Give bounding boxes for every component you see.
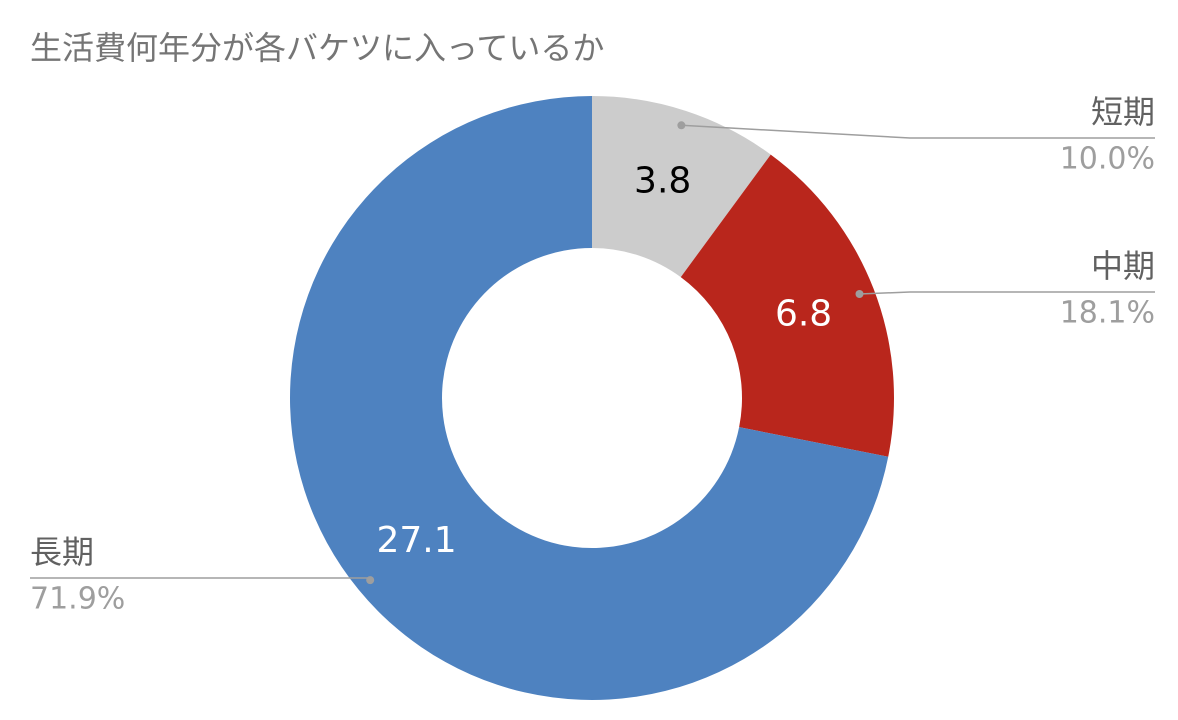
donut-slice: [680, 154, 894, 457]
donut-slice: [289, 96, 889, 700]
category-label: 長期: [30, 533, 94, 571]
leader-line: [681, 124, 1155, 139]
leader-line: [859, 291, 1155, 295]
leader-line: [30, 577, 371, 581]
category-label: 短期: [1091, 93, 1155, 131]
category-label: 中期: [1091, 247, 1155, 285]
percent-label: 18.1%: [1060, 296, 1155, 331]
value-label: 27.1: [376, 520, 456, 561]
percent-label: 10.0%: [1060, 142, 1155, 177]
value-label: 6.8: [775, 294, 832, 335]
chart-title: 生活費何年分が各バケツに入っているか: [30, 29, 604, 67]
value-label: 3.8: [634, 160, 691, 201]
donut-slice: [592, 96, 771, 278]
percent-label: 71.9%: [30, 582, 125, 617]
